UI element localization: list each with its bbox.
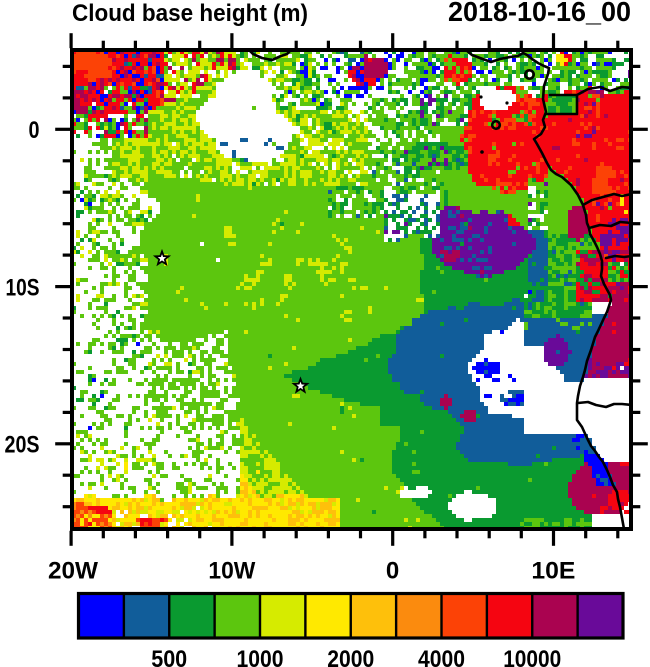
svg-text:Cloud base height (m): Cloud base height (m) bbox=[72, 0, 308, 27]
svg-text:10000: 10000 bbox=[503, 646, 561, 667]
svg-text:10W: 10W bbox=[208, 558, 255, 585]
svg-text:4000: 4000 bbox=[418, 646, 465, 667]
svg-text:20S: 20S bbox=[5, 432, 40, 459]
svg-text:10E: 10E bbox=[531, 558, 575, 585]
svg-text:500: 500 bbox=[151, 646, 187, 667]
svg-text:2000: 2000 bbox=[327, 646, 374, 667]
svg-text:1000: 1000 bbox=[237, 646, 284, 667]
svg-text:2018-10-16_00: 2018-10-16_00 bbox=[448, 0, 631, 27]
svg-text:0: 0 bbox=[386, 558, 399, 585]
svg-text:0: 0 bbox=[29, 117, 40, 144]
svg-text:10S: 10S bbox=[6, 274, 40, 301]
svg-text:20W: 20W bbox=[48, 558, 98, 585]
